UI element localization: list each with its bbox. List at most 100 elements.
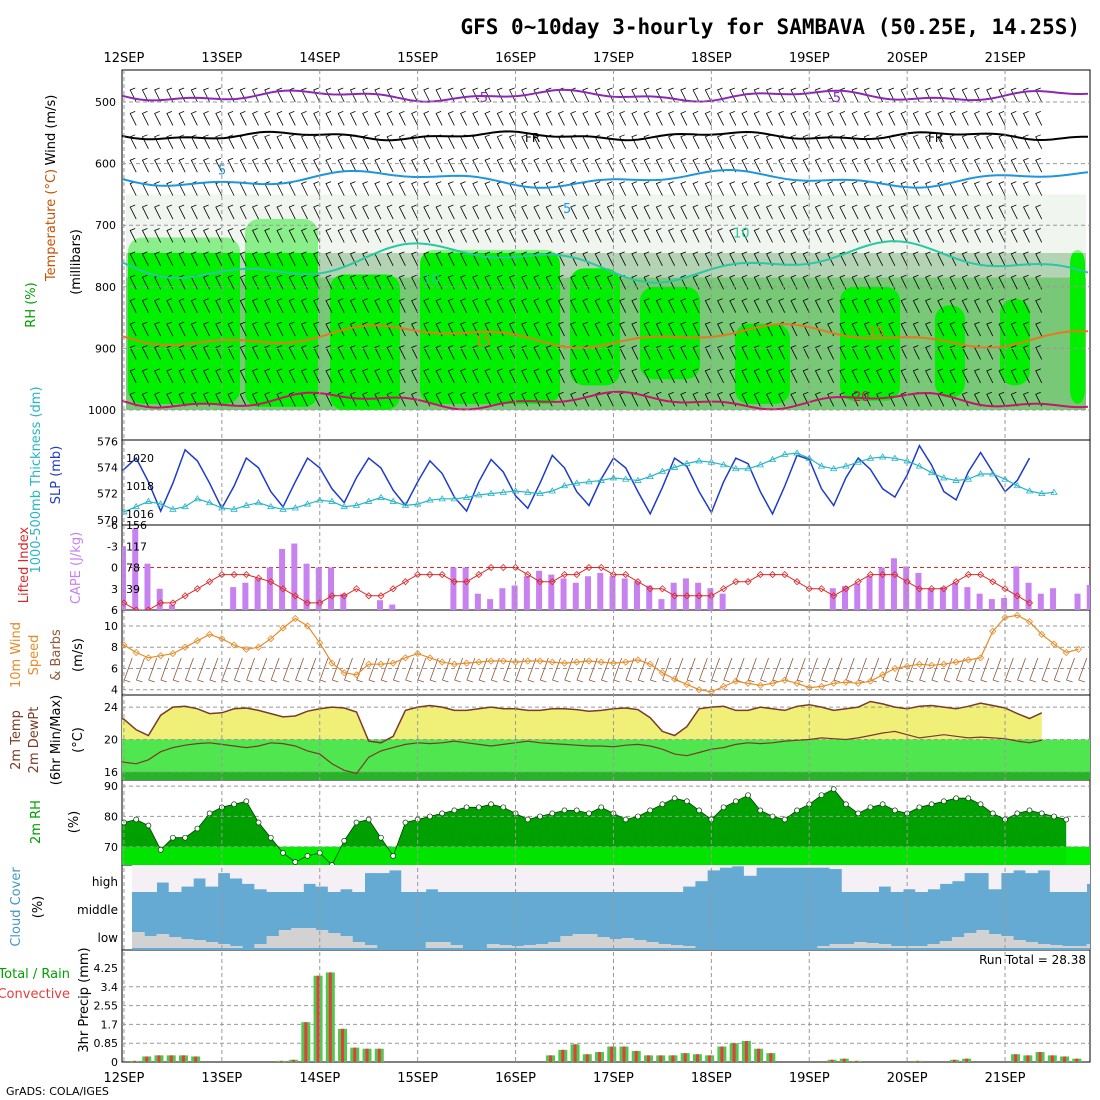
wind-barb (827, 391, 835, 407)
wind-barb (851, 228, 859, 243)
high-cloud-gap (658, 865, 671, 892)
wind-barb (729, 251, 737, 267)
wind-barb (692, 157, 700, 173)
top-date-axis: 12SEP 13SEP 14SEP 15SEP 16SEP 17SEP 18SEP 19SEP… (104, 51, 1026, 66)
temp-tick-24: 24 (104, 701, 118, 714)
low-cloud-bar (1074, 946, 1088, 948)
lifted-index-line-point (279, 585, 287, 593)
wind-barb (288, 134, 296, 149)
lifted-index-line-point (487, 563, 495, 572)
high-cloud-gap (597, 865, 610, 892)
wind-barb (141, 391, 149, 407)
wind-barb (129, 321, 137, 337)
wind10m-line-point (475, 658, 483, 666)
wind10m-line-point (744, 679, 752, 687)
rh2m-line-point (953, 795, 959, 802)
wind10m-barb (172, 657, 182, 683)
wind-barb (912, 87, 920, 103)
li-tick-3: 3 (111, 583, 118, 596)
top-date-19SEP: 19SEP (789, 51, 830, 66)
wind-barb (912, 274, 920, 290)
cape-bar (597, 572, 604, 610)
wind-barb (252, 157, 259, 173)
cape-bar (719, 593, 726, 610)
wind-barb (533, 157, 541, 173)
wind-barb (386, 181, 394, 196)
wind-barb (668, 87, 675, 103)
wind-barb (900, 391, 908, 407)
wind-barb (166, 134, 174, 149)
wind-barb (141, 228, 149, 243)
wind-barb (925, 251, 932, 267)
wind-barb (386, 87, 394, 103)
chart-title: GFS 0~10day 3-hourly for SAMBAVA (50.25E… (460, 15, 1080, 39)
wind-barb (460, 204, 467, 220)
wind-barb (729, 204, 737, 220)
wind-barb (1022, 321, 1030, 337)
wind-barb (876, 345, 884, 360)
wind-barb (998, 228, 1006, 243)
wind-barb (949, 345, 957, 360)
wind-barb (496, 228, 504, 243)
wind-barb (129, 228, 137, 243)
rh2m-line-point (170, 834, 176, 841)
cape-bar (144, 563, 151, 610)
thickness-line-point (132, 502, 140, 510)
wind-barb (937, 228, 945, 243)
frame-slp (121, 439, 1091, 526)
wind-barb (925, 157, 932, 173)
wind-barb (178, 298, 186, 313)
li-tick-0: 0 (111, 562, 118, 575)
high-cloud-gap (560, 865, 574, 892)
lifted-index-line-point (646, 585, 654, 593)
low-cloud-bar (890, 946, 904, 948)
thickness-line-point (976, 470, 985, 477)
contour-label-15-b: 15 (868, 325, 885, 340)
wind-barb (998, 368, 1006, 384)
wind-barb (215, 368, 223, 384)
rh2m-line-point (378, 834, 384, 841)
wind-barb (717, 274, 724, 290)
wind-barb (325, 157, 333, 173)
wind-barb (545, 204, 553, 220)
wind-barb (643, 134, 651, 149)
wind-barb (337, 345, 345, 360)
high-cloud-gap (180, 865, 194, 887)
thickness-line-point (230, 505, 238, 512)
wind10m-line-point (524, 657, 532, 665)
thickness-line-point (487, 489, 495, 497)
cape-bar (1086, 584, 1090, 610)
wind10m-line-point (340, 669, 348, 677)
wind10m-barb (1053, 657, 1063, 683)
wind-barb (778, 228, 786, 243)
wind-barb (704, 111, 712, 126)
precip-convective-bar (316, 975, 320, 1062)
wind10m-barb (674, 657, 684, 683)
wind10m-barb (209, 657, 219, 683)
wind-barb (178, 228, 186, 243)
li-tick--3: -3 (107, 540, 118, 553)
wind-barb (986, 228, 994, 243)
lifted-index-line-point (377, 592, 385, 600)
wind-barb (680, 228, 688, 243)
slp-tick-1016: 1016 (126, 508, 154, 521)
rh2m-line-point (439, 810, 445, 817)
low-cloud-bar (168, 937, 182, 948)
wind-barb (912, 228, 920, 243)
wind-barb (765, 181, 773, 196)
wind-barb (949, 274, 957, 290)
cape-bar (291, 543, 298, 610)
cape-bar (1025, 582, 1032, 610)
thickness-line-point (267, 502, 275, 510)
wind-barb (178, 345, 186, 360)
wind-barb (900, 87, 908, 103)
wind-barb (925, 87, 932, 103)
rh2m-line-point (475, 804, 482, 811)
wind-barb (460, 157, 467, 173)
high-cloud-gap (511, 865, 525, 892)
wind-barb (435, 274, 443, 290)
wind-barb (655, 321, 663, 337)
wind-barb (386, 111, 394, 126)
high-cloud-gap (1037, 865, 1051, 871)
wind-barb (814, 321, 822, 337)
